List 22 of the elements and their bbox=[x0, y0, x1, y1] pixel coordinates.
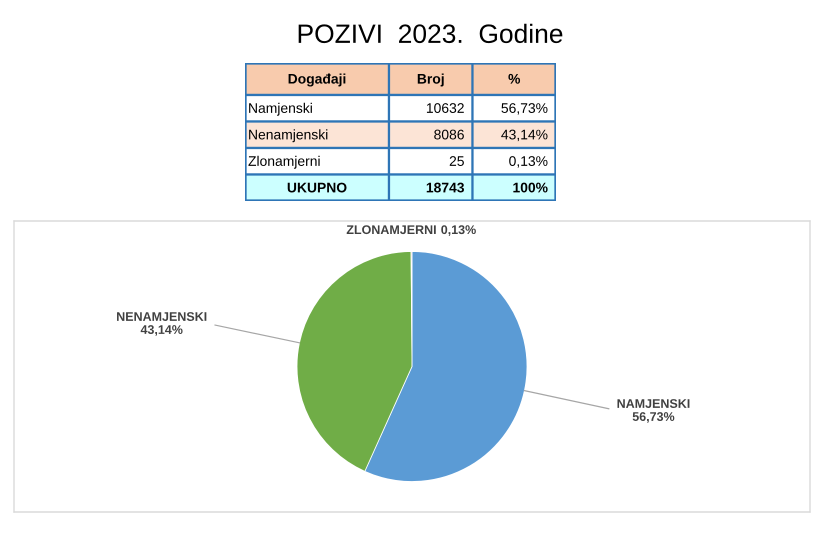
series-label: Broj bbox=[418, 74, 444, 86]
data-label: 8086 bbox=[434, 130, 464, 140]
slice-label: ZLONAMJERNI bbox=[346, 225, 436, 234]
data-label: 0,13% bbox=[441, 225, 476, 236]
text: Događaji bbox=[288, 73, 346, 87]
category-label: UKUPNO bbox=[288, 182, 347, 192]
category-label: Zlonamjerni bbox=[248, 156, 320, 169]
data-label: 18743 bbox=[426, 182, 464, 192]
data-label: 56,73% bbox=[632, 412, 674, 423]
series-label: % bbox=[508, 74, 520, 84]
category-label: Nenamjenski bbox=[249, 129, 328, 142]
data-label: 10632 bbox=[426, 103, 464, 113]
text: POZIVI 2023. Godine bbox=[298, 24, 562, 44]
data-label: 25 bbox=[450, 156, 464, 166]
data-label: 43,14% bbox=[501, 130, 548, 142]
data-label: 56,73% bbox=[501, 103, 548, 115]
data-label: 100% bbox=[513, 182, 548, 192]
slice-label: NENAMJENSKI bbox=[117, 312, 206, 321]
data-label: 43,14% bbox=[140, 325, 183, 336]
category-label: Namjenski bbox=[249, 102, 312, 116]
slice-label: NAMJENSKI bbox=[617, 399, 690, 408]
data-label: 0,13% bbox=[509, 156, 548, 168]
